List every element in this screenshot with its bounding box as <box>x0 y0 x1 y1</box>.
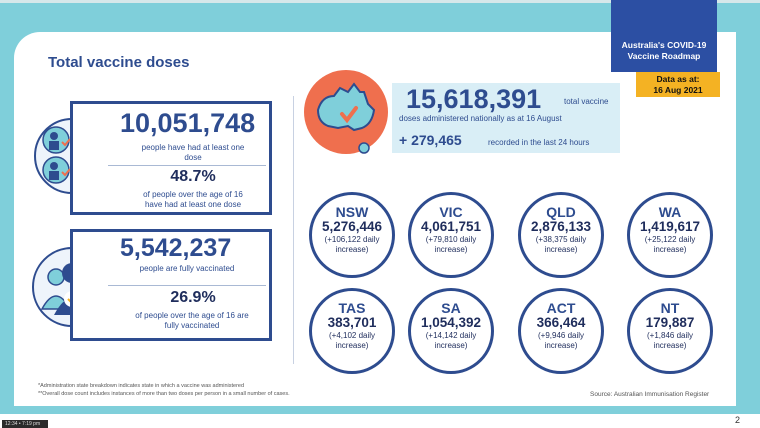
first-dose-percent-label-2: have had at least one dose <box>144 200 242 209</box>
slide-number: 2 <box>734 415 740 425</box>
state-value: 179,887 <box>645 315 695 330</box>
state-circle-tas: TAS 383,701 (+4,102 daily increase) <box>309 288 395 374</box>
state-increase: increase) <box>544 341 578 350</box>
source-note: Source: Australian Immunisation Register <box>590 391 710 398</box>
state-abbr: TAS <box>338 300 366 316</box>
state-abbr: ACT <box>546 300 576 316</box>
state-value: 1,419,617 <box>639 219 701 234</box>
state-circle-wa: WA 1,419,617 (+25,122 daily increase) <box>627 192 713 278</box>
national-total-panel <box>392 83 620 153</box>
state-abbr: NT <box>660 300 680 316</box>
state-value: 1,054,392 <box>420 315 482 330</box>
state-increase: (+106,122 daily <box>324 235 380 244</box>
state-increase: (+9,946 daily <box>537 331 585 340</box>
first-dose-label-2: dose <box>184 153 202 162</box>
state-value: 4,061,751 <box>420 219 482 234</box>
taskbar-clock[interactable]: 12:34 • 7:19 pm <box>2 420 48 428</box>
state-circle-nsw: NSW 5,276,446 (+106,122 daily increase) <box>309 192 395 278</box>
state-circle-qld: QLD 2,876,133 (+38,375 daily increase) <box>518 192 604 278</box>
state-increase: (+1,846 daily <box>646 331 694 340</box>
fully-vaccinated-percent-label-2: fully vaccinated <box>164 321 220 330</box>
state-abbr: NSW <box>335 204 369 220</box>
state-increase: increase) <box>434 341 468 350</box>
first-dose-panel <box>70 101 272 215</box>
state-value: 366,464 <box>536 315 586 330</box>
national-increase: + 279,465 <box>399 132 462 148</box>
state-abbr: VIC <box>439 204 463 220</box>
data-as-date: 16 Aug 2021 <box>653 85 703 95</box>
state-abbr: WA <box>658 204 682 220</box>
first-dose-percent-label-1: of people over the age of 16 <box>143 190 243 199</box>
first-dose-count: 10,051,748 <box>120 108 256 138</box>
national-increase-label: recorded in the last 24 hours <box>488 138 590 147</box>
top-strip <box>0 0 760 3</box>
state-abbr: SA <box>441 300 461 316</box>
first-dose-label-1: people have had at least one <box>141 143 245 152</box>
state-circle-sa: SA 1,054,392 (+14,142 daily increase) <box>408 288 494 374</box>
state-circle-vic: VIC 4,061,751 (+79,810 daily increase) <box>408 192 494 278</box>
fully-vaccinated-percent: 26.9% <box>170 289 216 306</box>
state-increase: increase) <box>335 245 369 254</box>
state-circle-act: ACT 366,464 (+9,946 daily increase) <box>518 288 604 374</box>
roadmap-banner: Australia's COVID-19 Vaccine Roadmap <box>611 0 717 72</box>
page-title: Total vaccine doses <box>48 54 190 71</box>
data-as-label: Data as at: <box>656 74 700 84</box>
state-increase: increase) <box>653 341 687 350</box>
data-as-at-badge: Data as at: 16 Aug 2021 <box>636 72 720 97</box>
state-increase: increase) <box>653 245 687 254</box>
fully-vaccinated-label: people are fully vaccinated <box>139 264 235 273</box>
state-value: 383,701 <box>327 315 377 330</box>
footnote-2: **Overall dose count includes instances … <box>38 391 290 397</box>
divider <box>108 285 266 286</box>
fully-vaccinated-percent-label-1: of people over the age of 16 are <box>135 311 249 320</box>
banner-line1: Australia's COVID-19 <box>621 40 707 50</box>
state-increase: increase) <box>544 245 578 254</box>
first-dose-percent: 48.7% <box>170 168 216 185</box>
state-increase: (+14,142 daily <box>425 331 477 340</box>
state-value: 5,276,446 <box>321 219 383 234</box>
section-divider <box>293 96 294 364</box>
state-increase: increase) <box>434 245 468 254</box>
national-total: 15,618,391 <box>406 84 542 114</box>
state-abbr: QLD <box>546 204 576 220</box>
footnote-1: *Administration state breakdown indicate… <box>38 383 245 389</box>
state-value: 2,876,133 <box>530 219 592 234</box>
fully-vaccinated-count: 5,542,237 <box>120 234 232 262</box>
australia-map-icon <box>304 70 388 154</box>
state-increase: (+4,102 daily <box>328 331 376 340</box>
banner-line2: Vaccine Roadmap <box>627 51 701 61</box>
divider <box>108 165 266 166</box>
state-increase: (+25,122 daily <box>644 235 696 244</box>
national-total-label: total vaccine <box>564 97 609 106</box>
state-increase: (+38,375 daily <box>535 235 587 244</box>
state-increase: increase) <box>335 341 369 350</box>
state-increase: (+79,810 daily <box>425 235 477 244</box>
national-sub-label: doses administered nationally as at 16 A… <box>399 114 562 123</box>
state-circle-nt: NT 179,887 (+1,846 daily increase) <box>627 288 713 374</box>
